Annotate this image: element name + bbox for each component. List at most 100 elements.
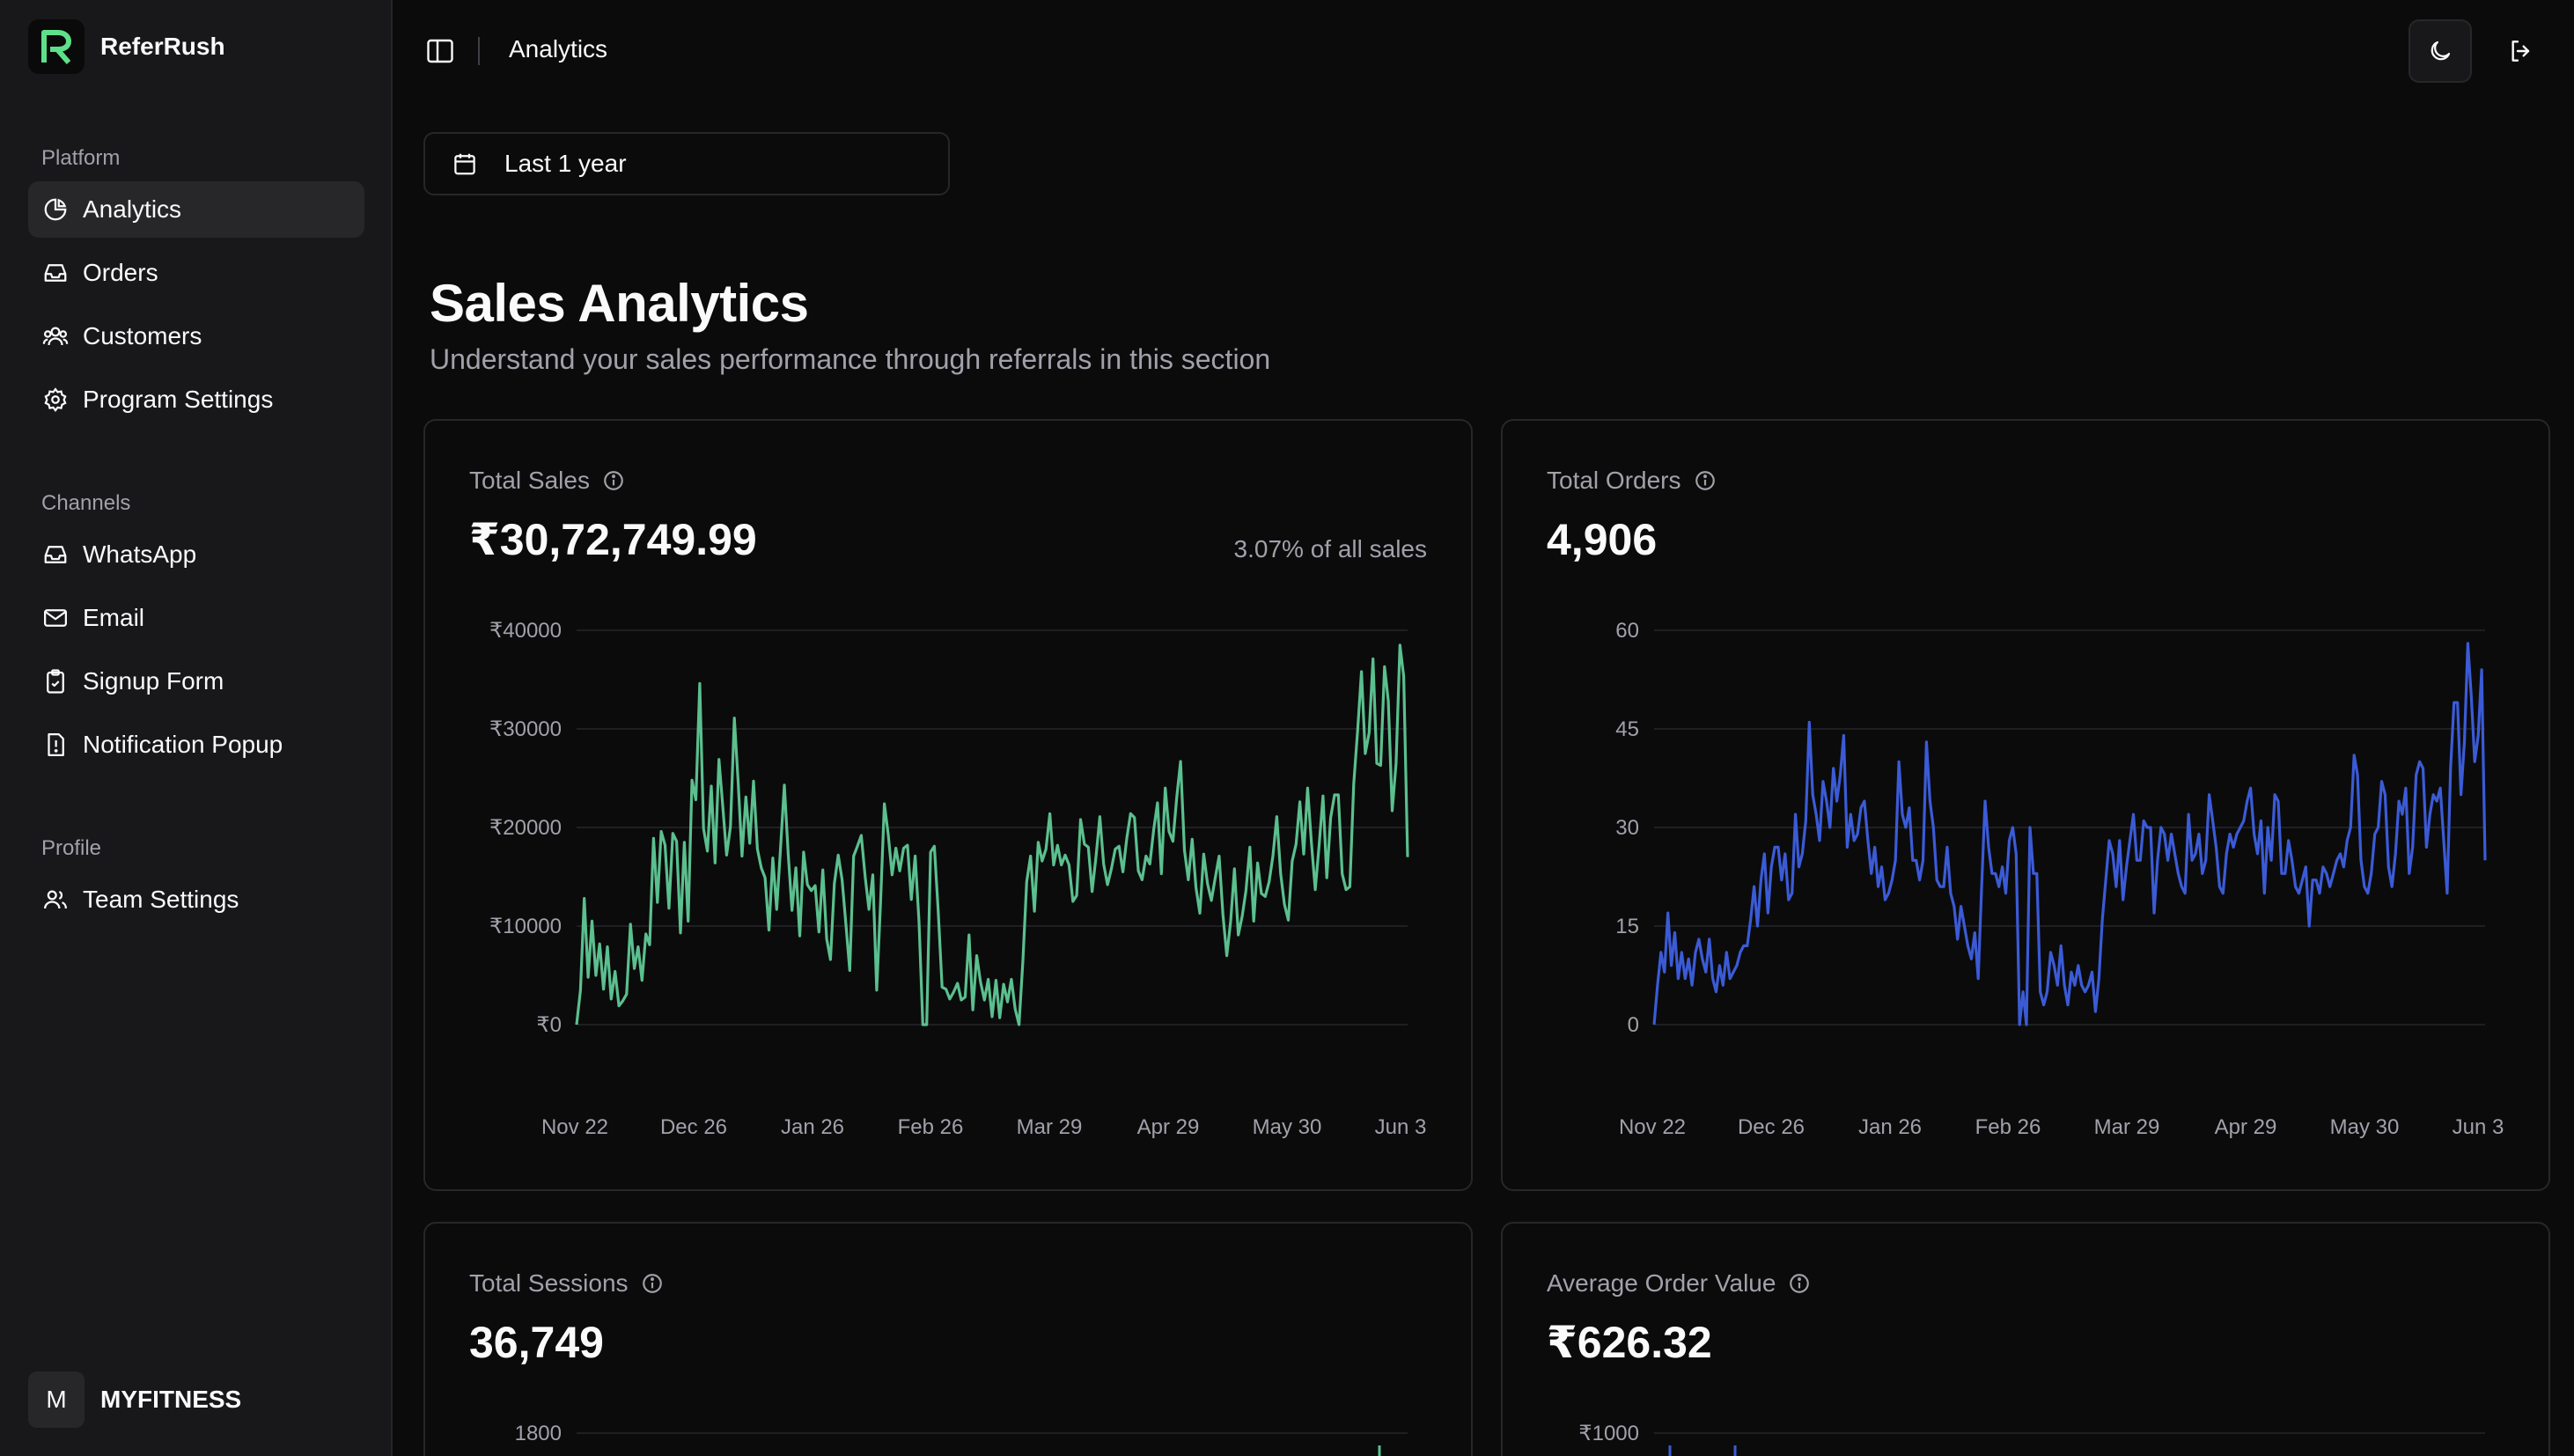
x-tick-label: Nov 22: [541, 1115, 608, 1139]
sidebar-item-analytics[interactable]: Analytics: [28, 181, 364, 238]
sidebar-item-signup-form[interactable]: Signup Form: [28, 653, 364, 710]
clipboard-check-icon: [47, 669, 64, 694]
y-tick-label: ₹0: [536, 1013, 562, 1037]
nav-heading: Profile: [41, 836, 102, 860]
sidebar-item-orders[interactable]: Orders: [28, 245, 364, 301]
total-sales-card: Total Sales ₹30,72,749.99 3.07% of all s…: [423, 419, 1473, 1191]
info-icon[interactable]: [602, 469, 625, 492]
mail-icon: [44, 609, 67, 627]
card-label-text: Total Sessions: [469, 1269, 629, 1297]
sidebar-item-label: Orders: [83, 259, 158, 286]
card-label-text: Total Orders: [1547, 467, 1681, 494]
pie-chart-icon: [44, 198, 67, 221]
card-label-text: Average Order Value: [1547, 1269, 1776, 1297]
total-sessions-chart: 1800: [515, 1422, 1408, 1456]
avatar: M: [28, 1371, 85, 1428]
sidebar-item-customers[interactable]: Customers: [28, 308, 364, 364]
sidebar-item-label: Customers: [83, 322, 202, 349]
card-label-text: Total Sales: [469, 467, 590, 494]
nav-section-profile: Profile Team Settings: [28, 833, 364, 928]
header-divider: [478, 37, 480, 65]
sidebar-item-label: Signup Form: [83, 667, 224, 695]
sales-series-line: [575, 643, 1409, 1026]
y-tick-label: 1800: [515, 1422, 562, 1445]
sidebar-item-label: Notification Popup: [83, 731, 283, 758]
sidebar-item-team-settings[interactable]: Team Settings: [28, 871, 364, 928]
x-tick-label: Mar 29: [2094, 1115, 2160, 1139]
panel-left-icon: [427, 39, 453, 63]
brand[interactable]: ReferRush: [28, 19, 225, 74]
alert-file-icon: [48, 733, 64, 756]
y-tick-label: ₹40000: [489, 619, 562, 643]
nav-heading: Channels: [41, 491, 131, 515]
x-tick-label: Feb 26: [1975, 1115, 2041, 1139]
users-icon: [44, 890, 67, 909]
section-subtitle: Understand your sales performance throug…: [430, 343, 1271, 375]
avg-order-value-card: Average Order Value ₹626.32 ₹1000: [1501, 1222, 2550, 1456]
x-tick-label: Mar 29: [1017, 1115, 1083, 1139]
app-name: ReferRush: [100, 33, 225, 60]
sidebar-item-label: Program Settings: [83, 386, 274, 413]
x-tick-label: Jan 26: [781, 1115, 844, 1139]
log-out-icon: [2511, 40, 2530, 62]
sidebar-item-email[interactable]: Email: [28, 590, 364, 646]
sidebar: ReferRush Platform Analytics Orders Cust…: [0, 0, 393, 1456]
x-tick-label: Jun 3: [2453, 1115, 2504, 1139]
x-tick-label: Apr 29: [1137, 1115, 1200, 1139]
referrush-logo-icon: [28, 19, 85, 74]
sidebar-item-program-settings[interactable]: Program Settings: [28, 371, 364, 428]
card-value: 4,906: [1547, 515, 1658, 564]
card-value: ₹30,72,749.99: [469, 515, 757, 564]
x-tick-label: May 30: [2330, 1115, 2400, 1139]
info-icon[interactable]: [1788, 1272, 1811, 1295]
sidebar-item-label: Email: [83, 604, 145, 631]
card-value: ₹626.32: [1547, 1318, 1712, 1367]
sidebar-item-label: Team Settings: [83, 886, 239, 913]
y-tick-label: 30: [1615, 816, 1639, 840]
sidebar-item-label: WhatsApp: [83, 540, 197, 568]
users-icon: [42, 327, 69, 346]
nav-section-platform: Platform Analytics Orders Customers Prog…: [28, 143, 364, 428]
total-orders-card: Total Orders 4,906 60 45 30 15 0 Nov 22 Dec 26…: [1501, 419, 2550, 1191]
sidebar-toggle-button[interactable]: [424, 35, 456, 67]
y-tick-label: 0: [1628, 1013, 1639, 1037]
inbox-icon: [44, 264, 67, 282]
y-tick-label: 15: [1615, 915, 1639, 938]
account-name: MYFITNESS: [100, 1386, 242, 1413]
x-tick-label: Jun 3: [1375, 1115, 1427, 1139]
avg-order-value-chart: ₹1000: [1578, 1422, 2485, 1456]
section-title: Sales Analytics: [430, 274, 809, 333]
card-label: Average Order Value: [1547, 1269, 1811, 1298]
y-tick-label: 60: [1615, 619, 1639, 643]
page-title: Analytics: [509, 35, 608, 63]
x-tick-label: Dec 26: [1738, 1115, 1805, 1139]
logout-button[interactable]: [2489, 19, 2553, 83]
x-tick-label: Apr 29: [2215, 1115, 2277, 1139]
calendar-icon: [454, 153, 475, 175]
theme-toggle-button[interactable]: [2409, 19, 2472, 83]
sidebar-item-whatsapp[interactable]: WhatsApp: [28, 526, 364, 583]
moon-icon: [2431, 40, 2451, 61]
sidebar-item-notification-popup[interactable]: Notification Popup: [28, 717, 364, 773]
x-tick-label: May 30: [1253, 1115, 1322, 1139]
card-value: 36,749: [469, 1318, 604, 1367]
date-range-picker[interactable]: Last 1 year: [423, 132, 950, 195]
x-tick-label: Feb 26: [898, 1115, 964, 1139]
card-note: 3.07% of all sales: [1233, 535, 1427, 563]
card-label: Total Sessions: [469, 1269, 664, 1298]
date-range-label: Last 1 year: [504, 150, 627, 177]
info-icon[interactable]: [1694, 469, 1717, 492]
x-tick-label: Nov 22: [1619, 1115, 1686, 1139]
settings-icon: [44, 387, 67, 412]
account-switcher[interactable]: M MYFITNESS: [28, 1371, 241, 1428]
nav-heading: Platform: [41, 146, 121, 170]
y-tick-label: ₹10000: [489, 915, 562, 938]
y-tick-label: 45: [1615, 717, 1639, 741]
card-label: Total Orders: [1547, 467, 1717, 495]
x-tick-label: Dec 26: [660, 1115, 727, 1139]
top-bar: Analytics: [393, 0, 2574, 104]
card-label: Total Sales: [469, 467, 625, 495]
info-icon[interactable]: [641, 1272, 664, 1295]
inbox-icon: [44, 546, 67, 563]
orders-series-line: [1652, 642, 2487, 1026]
